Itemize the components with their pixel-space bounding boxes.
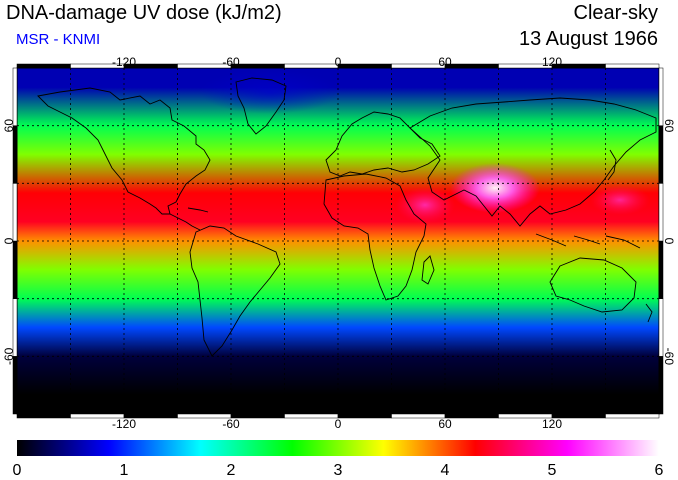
lon-tick-label-top: 60 bbox=[438, 55, 452, 69]
bottom-scale-segment bbox=[605, 413, 660, 419]
bottom-scale-segment bbox=[391, 413, 446, 419]
bottom-scale-segment bbox=[444, 413, 499, 419]
lon-bottom-labels: -120 -60 0 60 120 bbox=[112, 417, 562, 431]
bottom-scale-segment bbox=[284, 413, 339, 419]
japan-coast bbox=[607, 149, 617, 181]
caribbean-coast bbox=[169, 207, 209, 231]
lon-tick-label-top: 120 bbox=[542, 55, 562, 69]
left-scale-segment bbox=[12, 125, 18, 184]
top-scale-segment bbox=[16, 63, 71, 69]
lat-tick-label-left: 0 bbox=[2, 237, 16, 244]
source-credit: MSR - KNMI bbox=[16, 31, 101, 48]
sky-condition: Clear-sky bbox=[573, 2, 658, 24]
lon-tick-label-bottom: -60 bbox=[222, 417, 240, 431]
right-scale-segment bbox=[658, 125, 664, 184]
lat-right-labels: 60 0 -60 bbox=[662, 119, 676, 365]
top-scale-segment bbox=[284, 63, 339, 69]
colorbar-labels: 0 1 2 3 4 5 6 bbox=[13, 462, 664, 479]
lon-tick-label-bottom: -120 bbox=[112, 417, 136, 431]
frame-scale-bars bbox=[12, 63, 664, 419]
greenland-coast bbox=[235, 77, 287, 135]
europe-coast bbox=[325, 111, 441, 177]
uv-heatmap bbox=[17, 68, 659, 414]
lon-tick-label-bottom: 0 bbox=[335, 417, 342, 431]
lon-top-labels: -120 -60 0 60 120 bbox=[112, 55, 562, 69]
pacific-hotspot bbox=[590, 185, 650, 215]
left-scale-segment bbox=[12, 183, 18, 242]
lat-tick-label-left: -60 bbox=[2, 347, 16, 365]
left-scale-segment bbox=[12, 240, 18, 299]
colorbar-tick-label: 0 bbox=[13, 462, 22, 479]
colorbar-tick-label: 3 bbox=[334, 462, 343, 479]
map-title: DNA-damage UV dose (kJ/m2) bbox=[6, 2, 282, 24]
right-scale-segment bbox=[658, 240, 664, 299]
top-scale-segment bbox=[391, 63, 446, 69]
lat-tick-label-right: 0 bbox=[662, 238, 676, 245]
africa-coast bbox=[323, 173, 427, 301]
lon-tick-label-top: -120 bbox=[112, 55, 136, 69]
colorbar-tick-label: 5 bbox=[548, 462, 557, 479]
south-america-coast bbox=[189, 225, 281, 357]
australia-coast bbox=[549, 257, 637, 313]
left-scale-segment bbox=[12, 67, 18, 126]
right-scale-segment bbox=[658, 183, 664, 242]
new-zealand-coast bbox=[645, 303, 653, 323]
arabia-hotspot bbox=[395, 187, 455, 223]
map-date: 13 August 1966 bbox=[518, 28, 658, 50]
north-america-coast bbox=[37, 87, 211, 215]
colorbar-tick-label: 1 bbox=[120, 462, 129, 479]
lon-tick-label-top: -60 bbox=[222, 55, 240, 69]
bottom-scale-segment bbox=[337, 413, 392, 419]
lat-tick-label-right: 60 bbox=[662, 119, 676, 133]
lon-tick-label-top: 0 bbox=[335, 55, 342, 69]
colorbar bbox=[17, 440, 659, 456]
arctic-low-region bbox=[200, 70, 340, 114]
lon-tick-label-bottom: 60 bbox=[438, 417, 452, 431]
colorbar-tick-label: 6 bbox=[655, 462, 664, 479]
graticule bbox=[17, 68, 659, 414]
lon-tick-label-bottom: 120 bbox=[542, 417, 562, 431]
top-scale-segment bbox=[444, 63, 499, 69]
colorbar-tick-label: 4 bbox=[441, 462, 450, 479]
bottom-scale-segment bbox=[16, 413, 71, 419]
colorbar-tick-label: 2 bbox=[227, 462, 236, 479]
madagascar-coast bbox=[421, 255, 435, 285]
top-scale-segment bbox=[337, 63, 392, 69]
asia-coast bbox=[409, 97, 657, 227]
tibet-hotspot bbox=[450, 163, 540, 213]
lat-tick-label-left: 60 bbox=[2, 119, 16, 133]
right-scale-segment bbox=[658, 67, 664, 126]
top-scale-segment bbox=[605, 63, 660, 69]
lat-tick-label-right: -60 bbox=[662, 348, 676, 366]
lat-left-labels: 60 0 -60 bbox=[2, 119, 16, 365]
